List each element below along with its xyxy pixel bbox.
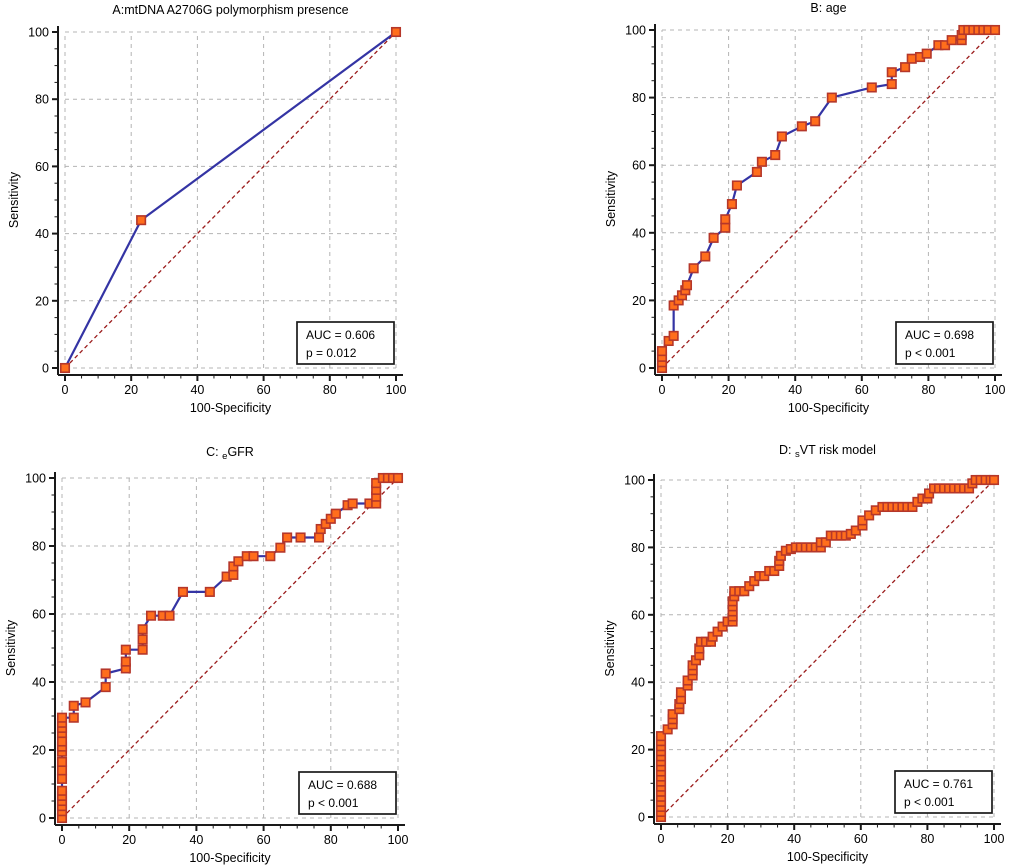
svg-text:0: 0: [639, 362, 646, 376]
svg-text:60: 60: [631, 608, 645, 622]
svg-text:80: 80: [324, 833, 338, 847]
svg-text:p < 0.001: p < 0.001: [308, 796, 359, 810]
svg-text:Sensitivity: Sensitivity: [4, 619, 18, 676]
svg-text:80: 80: [323, 383, 337, 397]
svg-text:40: 40: [32, 676, 46, 690]
roc-chart-b: 00 20 20 40 40 60 60 80 80 100 100 100-Specificity S…: [604, 1, 1006, 415]
svg-text:100: 100: [25, 472, 46, 486]
svg-text:100: 100: [386, 383, 407, 397]
svg-text:AUC = 0.688: AUC = 0.688: [308, 778, 377, 792]
svg-text:40: 40: [632, 226, 646, 240]
svg-text:A:mtDNA A2706G polymorphism pr: A:mtDNA A2706G polymorphism presence: [112, 3, 348, 17]
svg-text:20: 20: [722, 383, 736, 397]
svg-text:40: 40: [787, 832, 801, 846]
svg-text:60: 60: [632, 159, 646, 173]
svg-text:p = 0.012: p = 0.012: [306, 346, 357, 360]
svg-text:100: 100: [984, 832, 1005, 846]
svg-text:100-Specificity: 100-Specificity: [788, 401, 870, 415]
svg-text:p < 0.001: p < 0.001: [905, 346, 956, 360]
svg-text:80: 80: [32, 540, 46, 554]
svg-text:B: age: B: age: [810, 1, 846, 15]
svg-text:40: 40: [631, 676, 645, 690]
svg-text:C: eGFR: C: eGFR: [206, 445, 254, 462]
svg-text:Sensitivity: Sensitivity: [7, 171, 21, 228]
svg-text:80: 80: [631, 541, 645, 555]
svg-text:100-Specificity: 100-Specificity: [189, 851, 271, 865]
svg-text:100-Specificity: 100-Specificity: [787, 850, 869, 864]
svg-text:20: 20: [631, 743, 645, 757]
svg-text:40: 40: [788, 383, 802, 397]
svg-text:100: 100: [388, 833, 409, 847]
svg-text:20: 20: [122, 833, 136, 847]
svg-text:0: 0: [59, 833, 66, 847]
svg-text:100: 100: [985, 383, 1006, 397]
svg-text:0: 0: [62, 383, 69, 397]
svg-text:60: 60: [854, 832, 868, 846]
svg-text:0: 0: [638, 811, 645, 825]
svg-text:20: 20: [124, 383, 138, 397]
svg-text:80: 80: [921, 383, 935, 397]
svg-text:100: 100: [28, 26, 49, 40]
svg-text:0: 0: [39, 812, 46, 826]
svg-text:AUC = 0.698: AUC = 0.698: [905, 328, 974, 342]
svg-text:0: 0: [42, 362, 49, 376]
svg-text:100: 100: [625, 24, 646, 38]
svg-text:AUC = 0.761: AUC = 0.761: [904, 777, 973, 791]
svg-text:40: 40: [190, 383, 204, 397]
roc-chart-d: 00 20 20 40 40 60 60 80 80 100 100 100-Specificity S…: [603, 443, 1005, 864]
svg-text:0: 0: [658, 832, 665, 846]
svg-text:60: 60: [257, 383, 271, 397]
svg-text:p < 0.001: p < 0.001: [904, 795, 955, 809]
svg-text:100: 100: [624, 474, 645, 488]
svg-text:80: 80: [920, 832, 934, 846]
roc-chart-c: 00 20 20 40 40 60 60 80 80 100 100 100-Specificity S…: [4, 445, 409, 865]
svg-text:40: 40: [189, 833, 203, 847]
svg-text:AUC = 0.606: AUC = 0.606: [306, 328, 375, 342]
svg-text:20: 20: [32, 744, 46, 758]
svg-text:20: 20: [35, 294, 49, 308]
svg-text:60: 60: [32, 608, 46, 622]
svg-text:80: 80: [632, 91, 646, 105]
svg-text:40: 40: [35, 227, 49, 241]
svg-text:20: 20: [721, 832, 735, 846]
svg-text:Sensitivity: Sensitivity: [603, 620, 617, 677]
svg-text:100-Specificity: 100-Specificity: [190, 401, 272, 415]
svg-text:0: 0: [659, 383, 666, 397]
svg-text:60: 60: [35, 160, 49, 174]
svg-text:60: 60: [855, 383, 869, 397]
svg-text:Sensitivity: Sensitivity: [604, 170, 618, 227]
svg-text:20: 20: [632, 294, 646, 308]
svg-text:D: sVT risk model: D: sVT risk model: [779, 443, 876, 460]
svg-text:60: 60: [257, 833, 271, 847]
roc-chart-a: 00 20 20 40 40 60 60 80 80 100 100 100-Specificity S…: [7, 3, 407, 415]
svg-text:80: 80: [35, 93, 49, 107]
